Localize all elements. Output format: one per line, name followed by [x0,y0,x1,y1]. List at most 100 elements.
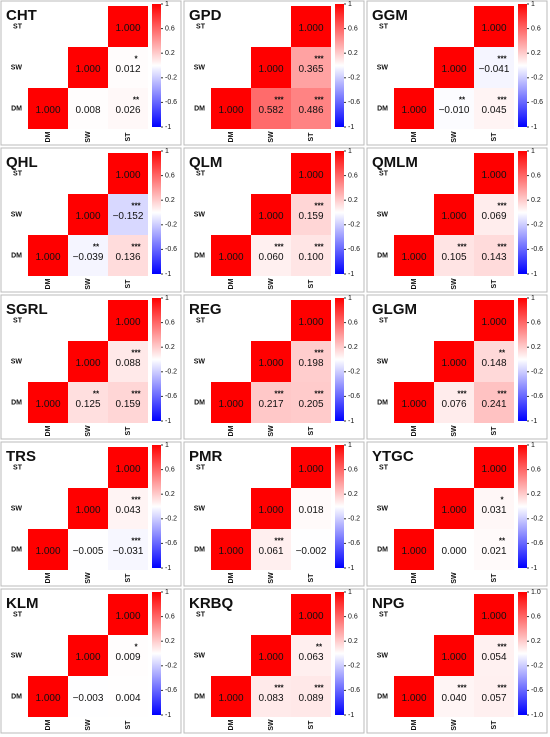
colorbar-tick-label: -0.2 [348,516,360,523]
y-tick-label: SW [194,652,206,659]
cell [108,88,148,129]
panel-border [366,441,548,587]
cell [394,676,434,717]
x-tick-label: DM [45,572,52,583]
x-tick-label: DM [45,425,52,436]
cell [474,676,514,717]
cell-label: 1.000 [441,652,466,663]
y-tick-label: DM [194,105,205,112]
x-tick-label: ST [491,720,498,730]
cell [251,341,291,382]
cell [108,194,148,235]
colorbar-tick-label: 1 [348,148,352,155]
cell [291,594,331,635]
significance: *** [131,496,141,505]
x-tick-label: SW [85,572,92,584]
cell [108,300,148,341]
colorbar-tick-label: 0.2 [165,638,175,645]
x-tick-label: DM [411,425,418,436]
cell [251,47,291,88]
cell [291,341,331,382]
cell-label: 1.000 [258,505,283,516]
colorbar-tick-label: 1 [531,442,535,449]
colorbar-tick-label: 1 [531,295,535,302]
cell [394,529,434,570]
panel-title: KLM [6,595,39,612]
panel-title: QHL [6,154,38,171]
colorbar-tick-label: -0.6 [531,687,543,694]
significance: ** [93,390,100,399]
cell-label: −0.041 [479,64,510,75]
significance: ** [93,243,100,252]
cell [434,488,474,529]
cell-label: 0.088 [115,358,140,369]
y-tick-label: ST [13,611,23,618]
y-tick-label: SW [377,505,389,512]
y-tick-label: SW [11,652,23,659]
x-tick-label: ST [125,132,132,142]
colorbar-tick-label: 0.6 [165,319,175,326]
y-tick-label: ST [379,317,389,324]
panel-title: QMLM [372,154,418,171]
colorbar-tick-label: 1 [531,1,535,8]
cell [68,635,108,676]
cell [68,88,108,129]
cell-label: 1.000 [35,399,60,410]
panel-border [0,0,182,146]
cell-label: 0.105 [441,252,466,263]
significance: *** [457,684,467,693]
cell [108,153,148,194]
y-tick-label: DM [377,546,388,553]
cell-label: 0.004 [115,693,140,704]
cell-label: 1.000 [75,505,100,516]
colorbar-tick-label: -1 [348,712,354,719]
colorbar-tick-label: -0.2 [165,75,177,82]
significance: *** [274,243,284,252]
colorbar-tick-label: -1 [348,418,354,425]
colorbar-tick-label: -0.6 [165,687,177,694]
colorbar-tick-label: -0.6 [165,246,177,253]
cell-label: 1.000 [115,317,140,328]
colorbar-tick-label: -0.2 [165,369,177,376]
cell [68,676,108,717]
cell [251,635,291,676]
x-tick-label: ST [491,279,498,289]
cell [434,88,474,129]
cell [251,488,291,529]
x-tick-label: DM [411,278,418,289]
x-tick-label: SW [268,425,275,437]
colorbar-tick-label: -0.6 [531,99,543,106]
colorbar-tick-label: -0.2 [531,222,543,229]
x-tick-label: ST [125,279,132,289]
cell [68,235,108,276]
colorbar-tick-label: -0.2 [531,516,543,523]
cell [68,529,108,570]
panel-title: SGRL [6,301,48,318]
colorbar-tick-label: -0.6 [531,246,543,253]
significance: *** [274,684,284,693]
cell-label: 1.000 [441,64,466,75]
cell [291,235,331,276]
y-tick-label: SW [11,64,23,71]
significance: *** [314,202,324,211]
cell [474,447,514,488]
colorbar-tick-label: 1 [531,148,535,155]
cell [291,635,331,676]
colorbar-tick-label: -0.6 [531,393,543,400]
cell-label: 1.000 [218,546,243,557]
panel: ST 1.000 SW 1.000 0.012* DM 1.000 0.008 0.026** D… [0,0,182,146]
cell [474,635,514,676]
colorbar-tick-label: -1 [165,565,171,572]
colorbar [152,592,161,715]
cell [251,194,291,235]
panel-title: GPD [189,7,222,24]
cell-label: 0.136 [115,252,140,263]
cell [108,382,148,423]
colorbar [335,592,344,715]
colorbar-tick-label: 0.6 [348,172,358,179]
significance: *** [497,684,507,693]
x-tick-label: ST [125,720,132,730]
y-tick-label: SW [194,505,206,512]
